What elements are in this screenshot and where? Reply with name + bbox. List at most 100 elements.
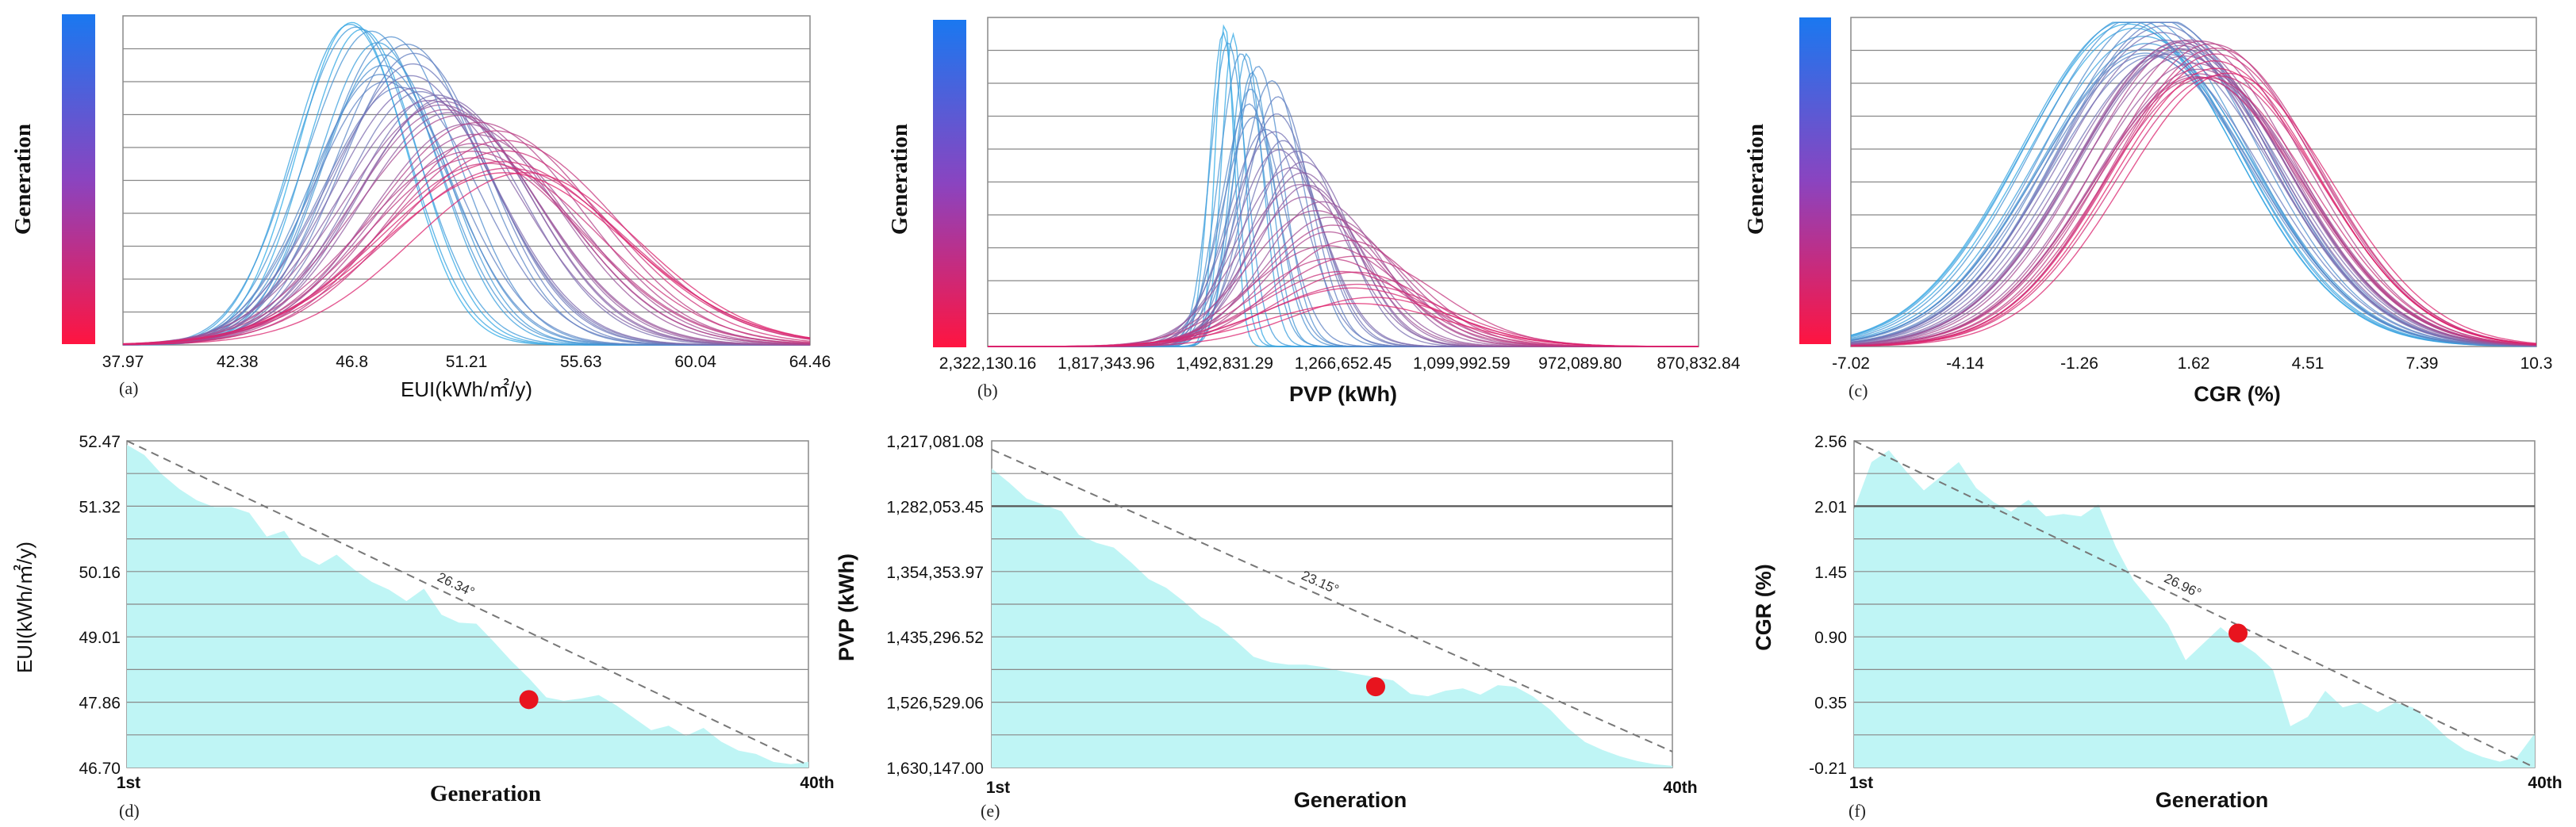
x-tick-start-f: 1st	[1849, 774, 1873, 792]
x-tick-label: -1.26	[2060, 354, 2098, 373]
panel-label-a: (a)	[119, 378, 138, 398]
panel-label-c: (c)	[1849, 381, 1868, 400]
current-generation-marker-d	[519, 690, 539, 710]
generation-curve	[123, 36, 810, 346]
generation-curve	[1850, 76, 2537, 346]
generation-curve	[1850, 55, 2536, 347]
y-axis-label-d: EUI(kWh/㎡/y)	[13, 542, 36, 673]
y-tick-label: 46.70	[79, 760, 121, 778]
y-tick-label: 52.47	[79, 433, 121, 451]
generation-curve	[1850, 77, 2537, 346]
x-tick-end-e: 40th	[1663, 779, 1697, 797]
generation-curve	[1850, 42, 2537, 346]
grid-f	[1854, 473, 2535, 736]
y-tick-label: 1,526,529.06	[886, 695, 984, 713]
x-tick-label: 46.8	[336, 353, 368, 371]
y-tick-labels-f: 2.56 2.01 1.45 0.90 0.35 -0.21	[1809, 433, 1847, 778]
x-tick-end-d: 40th	[800, 774, 834, 792]
x-tick-label: 4.51	[2292, 354, 2325, 373]
generation-curve	[123, 21, 810, 346]
generation-curve	[122, 42, 810, 346]
y-tick-label: 1,282,053.45	[886, 498, 984, 516]
y-tick-label: 51.32	[79, 498, 121, 516]
x-tick-label: -4.14	[1946, 354, 1984, 373]
y-tick-label: 1,217,081.08	[886, 433, 984, 451]
colorbar-label-b: Generation	[887, 124, 912, 235]
generation-curve	[988, 140, 1699, 347]
x-tick-label: 37.97	[102, 353, 144, 371]
x-tick-labels-a: 37.97 42.38 46.8 51.21 55.63 60.04 64.46	[102, 353, 831, 371]
x-tick-label: 42.38	[217, 353, 259, 371]
generation-curve	[988, 103, 1699, 347]
generation-curve	[122, 161, 811, 345]
panel-label-f: (f)	[1849, 801, 1866, 821]
current-generation-marker-f	[2229, 623, 2248, 643]
y-tick-label: 1,354,353.97	[886, 564, 984, 582]
x-tick-label: 10.3	[2520, 354, 2553, 373]
generation-curve	[122, 104, 810, 346]
generation-curve	[1850, 73, 2537, 346]
panel-b: Generation 2,322,130.16 1,817,343.96 1,492…	[887, 17, 1741, 406]
panel-e: 23.15° 1,217,081.08 1,282,053.45 1,354,353…	[835, 433, 1698, 821]
curves-c	[1850, 21, 2537, 347]
generation-curve	[1850, 48, 2537, 346]
y-tick-label: 1,435,296.52	[886, 629, 984, 647]
grid-d	[127, 473, 808, 736]
generation-curve	[988, 32, 1699, 347]
trend-angle-label-e: 23.15°	[1300, 568, 1342, 597]
x-tick-label: 2,322,130.16	[939, 354, 1037, 373]
x-tick-label: 972,089.80	[1538, 354, 1622, 373]
generation-curve	[122, 163, 811, 345]
panel-label-d: (d)	[119, 801, 140, 821]
y-tick-labels-d: 52.47 51.32 50.16 49.01 47.86 46.70	[79, 433, 121, 778]
generation-curve	[1850, 55, 2537, 347]
generation-curve	[1850, 75, 2537, 346]
x-tick-labels-b: 2,322,130.16 1,817,343.96 1,492,831.29 1,26…	[939, 354, 1741, 373]
colorbar-label-c: Generation	[1743, 124, 1768, 235]
generation-curve	[123, 172, 811, 346]
trend-line-e	[991, 448, 1673, 752]
colorbar-b	[933, 20, 966, 347]
generation-curve	[122, 87, 810, 346]
area-fill-f	[1854, 450, 2535, 768]
generation-curve	[122, 172, 811, 345]
generation-curve	[988, 52, 1699, 347]
generation-curve	[1850, 39, 2537, 346]
x-tick-label: 60.04	[674, 353, 716, 371]
x-tick-label: 64.46	[789, 353, 831, 371]
generation-curve	[123, 54, 810, 346]
x-tick-label: 55.63	[560, 353, 602, 371]
generation-curve	[123, 26, 810, 346]
panel-a: Generation 37.97 42.38 46.8 51.21 55.63 60.04…	[10, 14, 831, 401]
generation-curve	[988, 201, 1699, 347]
colorbar-c	[1799, 17, 1831, 344]
trend-line-d	[126, 440, 809, 767]
generation-curve	[122, 157, 811, 345]
current-generation-marker-e	[1366, 677, 1385, 697]
generation-curve	[988, 150, 1699, 347]
generation-curve	[1850, 27, 2537, 347]
generation-curve	[988, 71, 1699, 347]
generation-curve	[1850, 68, 2537, 346]
y-tick-label: 49.01	[79, 629, 121, 647]
grid-b	[988, 49, 1699, 315]
generation-curve	[988, 172, 1699, 347]
y-tick-label: 1,630,147.00	[886, 760, 984, 778]
x-tick-label: 1.62	[2178, 354, 2210, 373]
generation-curve	[988, 24, 1699, 347]
generation-curve	[988, 255, 1699, 347]
trend-angle-label-d: 26.34°	[435, 569, 477, 599]
generation-curve	[1850, 40, 2537, 346]
x-tick-label: 1,099,992.59	[1413, 354, 1511, 373]
generation-curve	[988, 53, 1699, 347]
generation-curve	[988, 287, 1699, 347]
generation-curve	[122, 99, 810, 346]
panel-f: 26.96° 2.56 2.01 1.45 0.90 0.35 -0.21 1st 40t…	[1752, 433, 2563, 821]
generation-curve	[1850, 67, 2537, 347]
x-axis-label-f: Generation	[2156, 788, 2269, 812]
y-axis-label-e: PVP (kWh)	[835, 553, 858, 661]
y-tick-label: 0.35	[1814, 695, 1847, 713]
x-tick-end-f: 40th	[2528, 774, 2562, 792]
y-tick-label: 47.86	[79, 695, 121, 713]
